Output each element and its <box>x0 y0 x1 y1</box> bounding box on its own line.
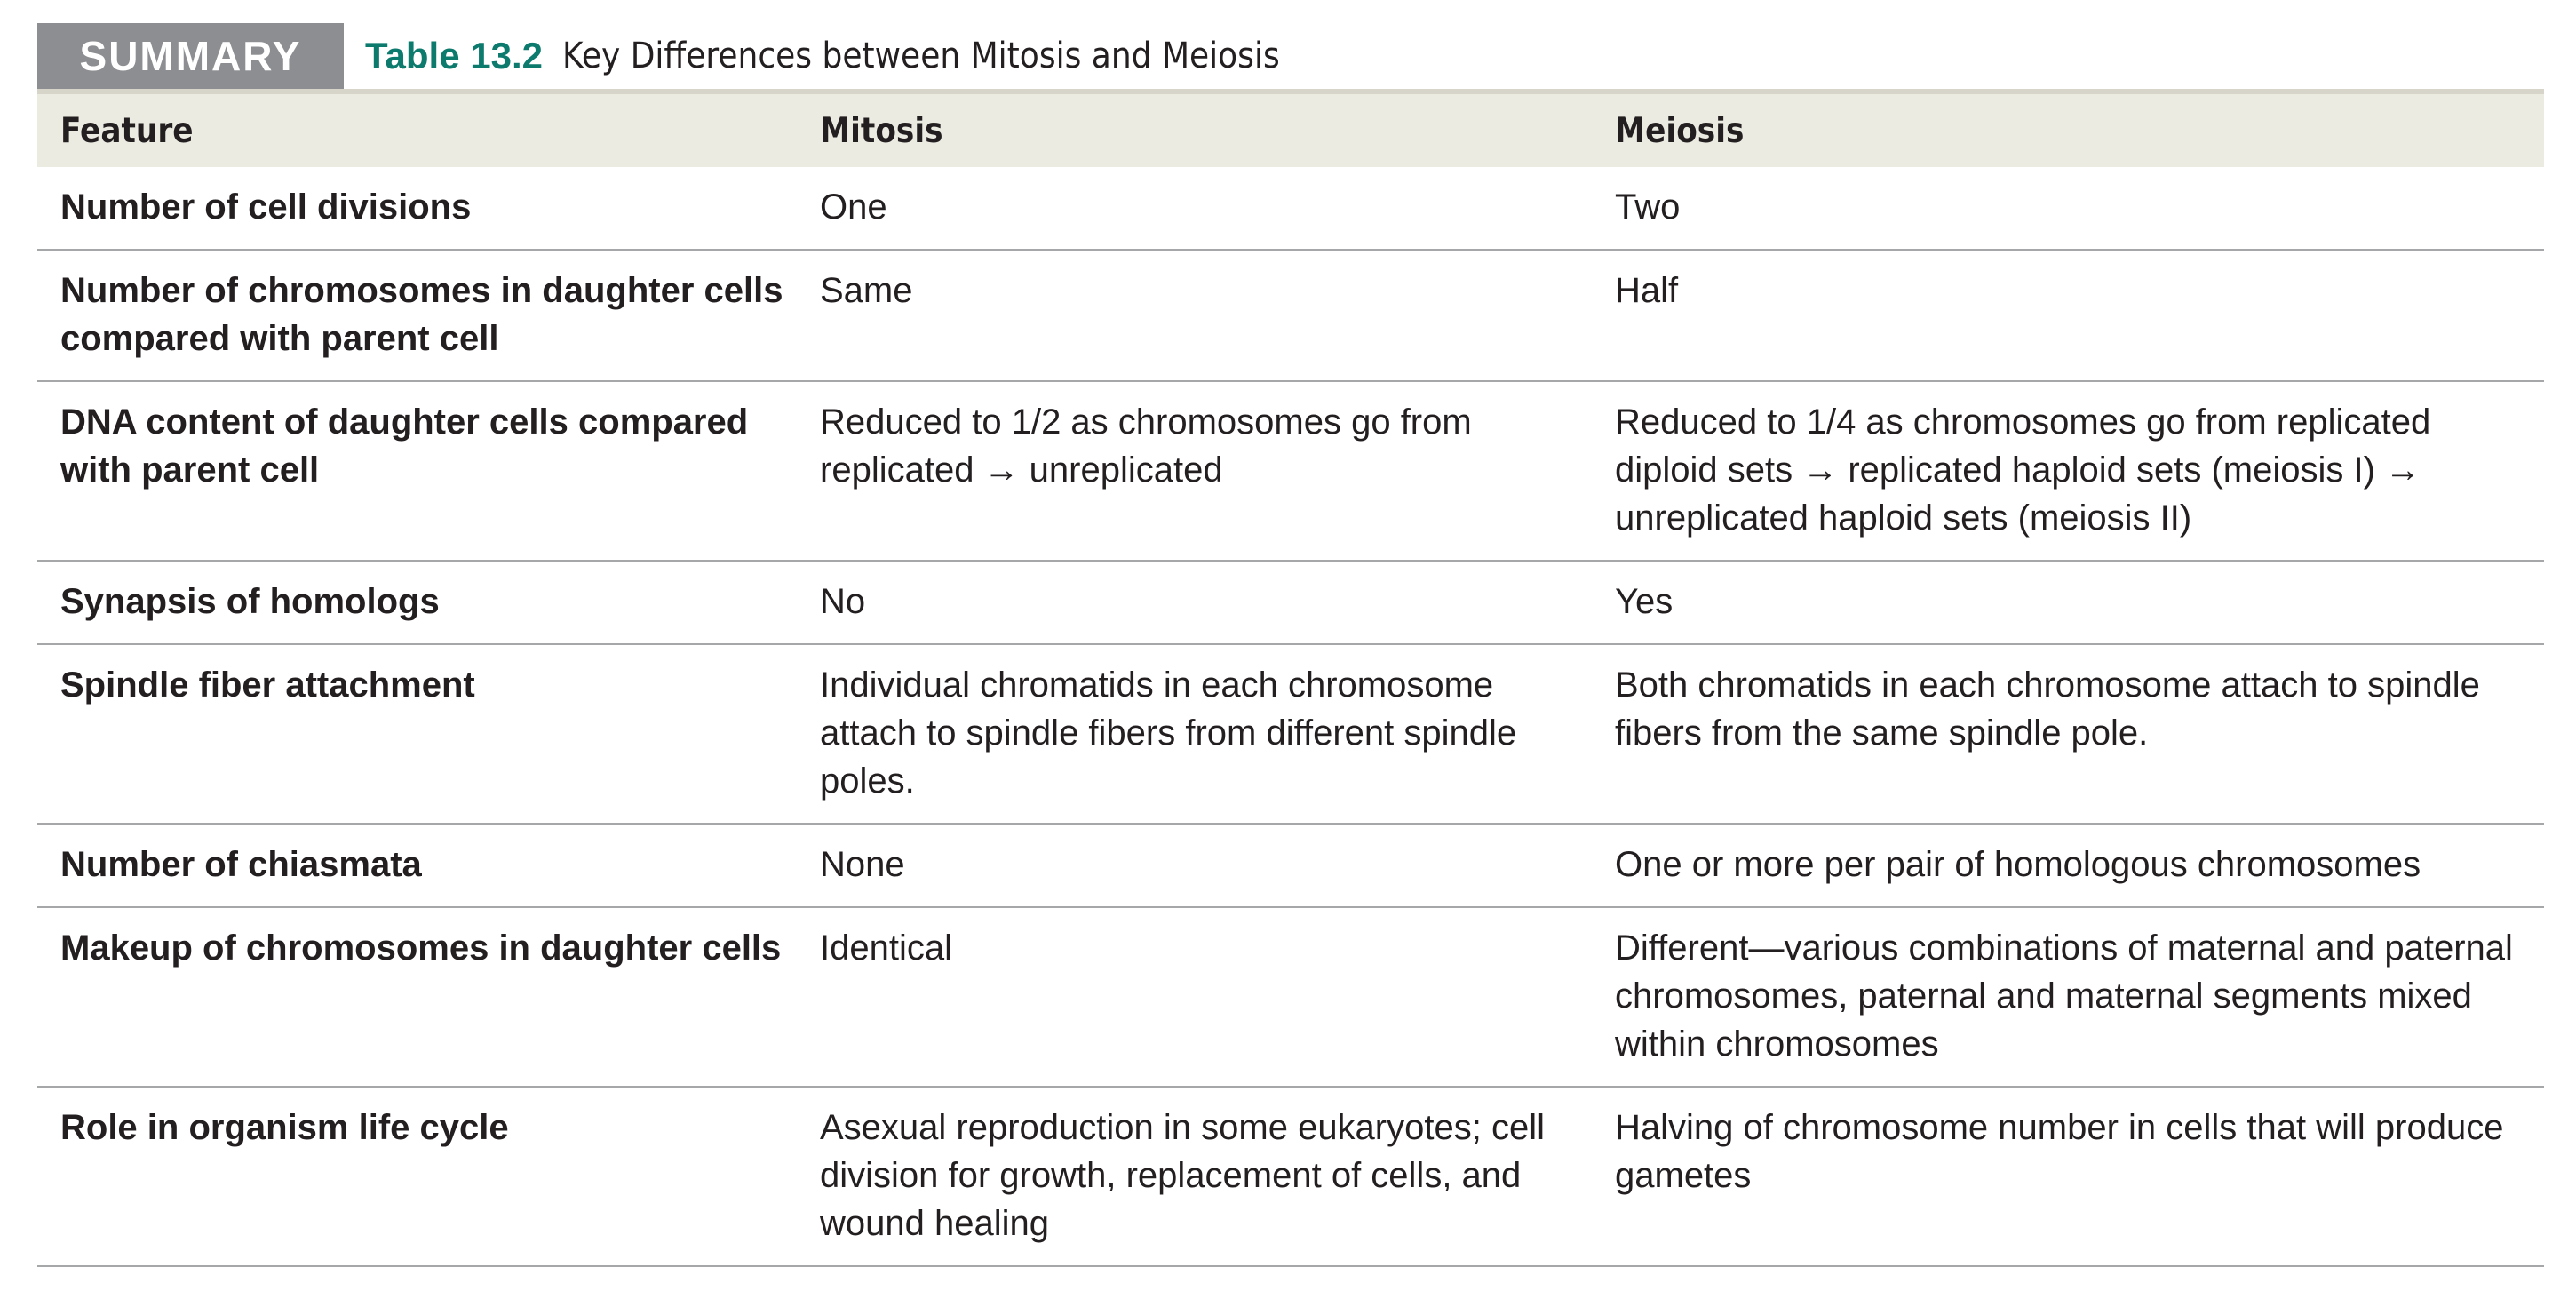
feature-cell: Makeup of chromosomes in daughter cells <box>37 907 797 1088</box>
mitosis-cell: Individual chromatids in each chromosome… <box>797 644 1592 825</box>
summary-table-figure: SUMMARY Table 13.2 Key Differences betwe… <box>37 23 2544 1267</box>
mitosis-cell: Asexual reproduction in some eukaryotes;… <box>797 1087 1592 1267</box>
title-divider <box>37 89 2544 94</box>
table-row: DNA content of daughter cells compared w… <box>37 381 2544 562</box>
mitosis-cell: One <box>797 167 1592 251</box>
mitosis-cell: None <box>797 824 1592 908</box>
table-row: Spindle fiber attachment Individual chro… <box>37 644 2544 825</box>
table-header-row: Feature Mitosis Meiosis <box>37 94 2544 167</box>
feature-cell: Number of cell divisions <box>37 167 797 251</box>
table-title-bar: SUMMARY Table 13.2 Key Differences betwe… <box>37 23 2544 89</box>
table-row: Number of chiasmata None One or more per… <box>37 824 2544 908</box>
table-row: Synapsis of homologs No Yes <box>37 561 2544 645</box>
meiosis-cell: Different—various combinations of matern… <box>1592 907 2544 1088</box>
meiosis-cell: Reduced to 1/4 as chromosomes go from re… <box>1592 381 2544 562</box>
meiosis-cell: Yes <box>1592 561 2544 645</box>
meiosis-cell: Both chromatids in each chromosome attac… <box>1592 644 2544 825</box>
meiosis-cell: One or more per pair of homologous chrom… <box>1592 824 2544 908</box>
table-row: Makeup of chromosomes in daughter cells … <box>37 907 2544 1088</box>
column-header-meiosis: Meiosis <box>1615 110 1745 151</box>
table-row: Role in organism life cycle Asexual repr… <box>37 1087 2544 1267</box>
meiosis-cell: Half <box>1592 250 2544 382</box>
feature-cell: DNA content of daughter cells compared w… <box>37 381 797 562</box>
feature-cell: Synapsis of homologs <box>37 561 797 645</box>
feature-cell: Role in organism life cycle <box>37 1087 797 1267</box>
feature-cell: Spindle fiber attachment <box>37 644 797 825</box>
meiosis-cell: Halving of chromosome number in cells th… <box>1592 1087 2544 1267</box>
mitosis-cell: Identical <box>797 907 1592 1088</box>
mitosis-cell: No <box>797 561 1592 645</box>
column-header-mitosis: Mitosis <box>820 110 943 151</box>
meiosis-cell: Two <box>1592 167 2544 251</box>
table-row: Number of chromosomes in daughter cells … <box>37 250 2544 382</box>
table-title: Key Differences between Mitosis and Meio… <box>562 36 1280 76</box>
feature-cell: Number of chiasmata <box>37 824 797 908</box>
comparison-table: Feature Mitosis Meiosis Number of cell d… <box>37 94 2544 1267</box>
mitosis-cell: Reduced to 1/2 as chromosomes go from re… <box>797 381 1592 562</box>
table-number: Table 13.2 <box>365 35 543 76</box>
feature-cell: Number of chromosomes in daughter cells … <box>37 250 797 382</box>
column-header-feature: Feature <box>60 110 194 151</box>
summary-badge: SUMMARY <box>37 23 344 89</box>
table-row: Number of cell divisions One Two <box>37 167 2544 251</box>
mitosis-cell: Same <box>797 250 1592 382</box>
